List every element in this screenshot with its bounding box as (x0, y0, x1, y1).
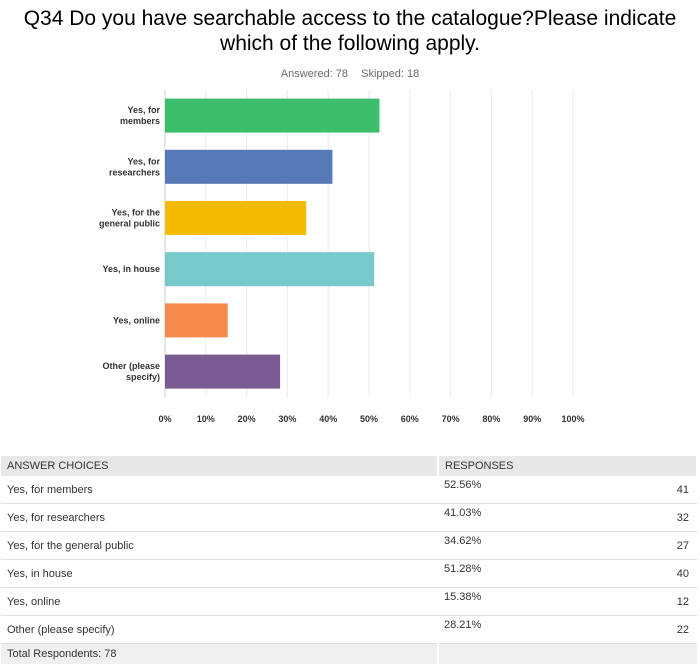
bar (165, 303, 228, 337)
question-title: Q34 Do you have searchable access to the… (0, 6, 700, 56)
row-count: 32 (599, 504, 697, 532)
row-choice: Yes, online (1, 588, 438, 616)
x-tick-label: 0% (158, 414, 171, 424)
row-percent: 52.56% (438, 476, 599, 504)
x-tick-label: 60% (401, 414, 419, 424)
table-row: Other (please specify) 28.21% 22 (1, 616, 697, 644)
x-tick-label: 10% (197, 414, 215, 424)
row-percent: 28.21% (438, 616, 599, 644)
question-title-line1: Q34 Do you have searchable access to the… (0, 6, 700, 31)
x-tick-label: 90% (523, 414, 541, 424)
table-row: Yes, for researchers 41.03% 32 (1, 504, 697, 532)
header-responses: RESPONSES (438, 456, 697, 476)
table-row: Yes, in house 51.28% 40 (1, 560, 697, 588)
category-label: Yes, in house (102, 264, 160, 274)
answered-count: Answered: 78 (281, 68, 348, 80)
total-row: Total Respondents: 78 (1, 644, 697, 664)
table-row: Yes, for the general public 34.62% 27 (1, 532, 697, 560)
x-tick-label: 80% (482, 414, 500, 424)
row-choice: Yes, in house (1, 560, 438, 588)
responses-table: ANSWER CHOICES RESPONSES Yes, for member… (1, 456, 698, 664)
total-respondents: Total Respondents: 78 (1, 644, 438, 664)
table-row: Yes, for members 52.56% 41 (1, 476, 697, 504)
response-stats: Answered: 78 Skipped: 18 (0, 68, 700, 80)
row-percent: 34.62% (438, 532, 599, 560)
table-header-row: ANSWER CHOICES RESPONSES (1, 456, 697, 476)
bar (165, 201, 306, 235)
x-tick-label: 30% (278, 414, 296, 424)
x-tick-label: 40% (319, 414, 337, 424)
x-tick-label: 70% (442, 414, 460, 424)
category-label: Yes, online (113, 315, 160, 325)
row-count: 12 (599, 588, 697, 616)
row-count: 41 (599, 476, 697, 504)
row-choice: Yes, for members (1, 476, 438, 504)
row-choice: Yes, for the general public (1, 532, 438, 560)
x-tick-label: 100% (561, 414, 584, 424)
row-percent: 51.28% (438, 560, 599, 588)
row-count: 22 (599, 616, 697, 644)
row-percent: 15.38% (438, 588, 599, 616)
row-percent: 41.03% (438, 504, 599, 532)
bar (165, 99, 379, 133)
table-row: Yes, online 15.38% 12 (1, 588, 697, 616)
header-answer-choices: ANSWER CHOICES (1, 456, 438, 476)
row-count: 40 (599, 560, 697, 588)
row-count: 27 (599, 532, 697, 560)
bar (165, 252, 374, 286)
bar (165, 355, 280, 389)
skipped-count: Skipped: 18 (361, 68, 419, 80)
total-empty-cell (438, 644, 697, 664)
row-choice: Other (please specify) (1, 616, 438, 644)
row-choice: Yes, for researchers (1, 504, 438, 532)
x-tick-label: 20% (238, 414, 256, 424)
question-title-line2: which of the following apply. (0, 31, 700, 56)
bar (165, 150, 332, 184)
x-tick-label: 50% (360, 414, 378, 424)
